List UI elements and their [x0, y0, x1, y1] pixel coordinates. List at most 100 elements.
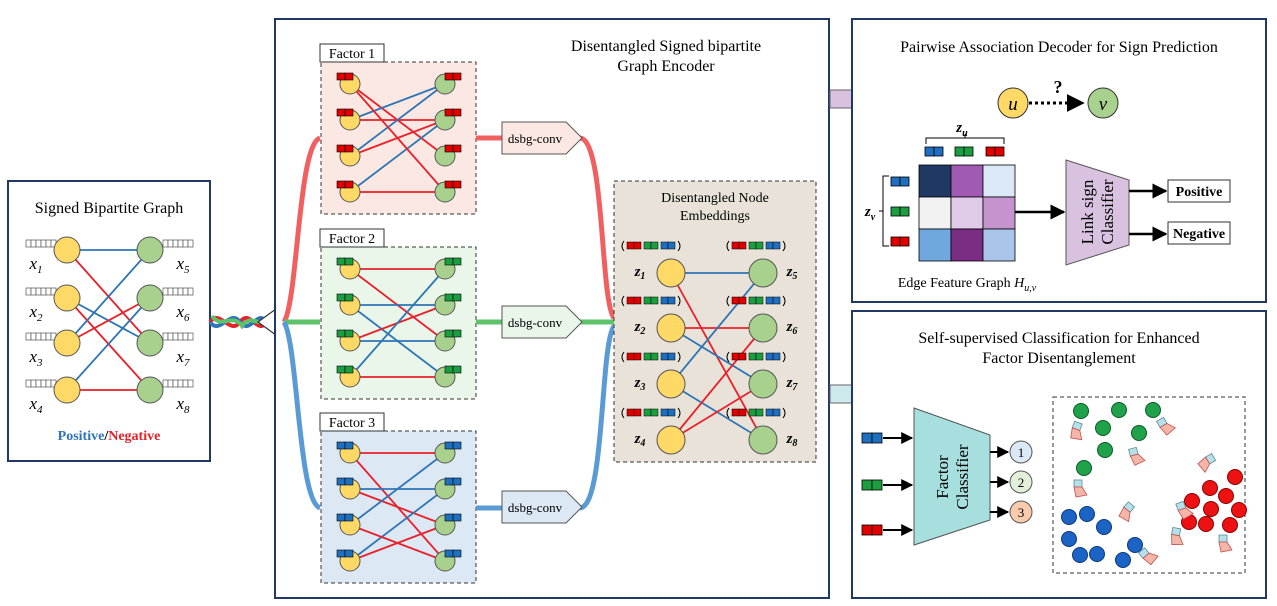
input-right-feature-cell — [172, 287, 179, 296]
node-v — [1087, 87, 1119, 119]
cluster-red-point — [1218, 488, 1234, 504]
factor-edge — [349, 83, 446, 193]
input-left-sub: 2 — [37, 312, 43, 324]
cluster-blue-point — [1061, 531, 1077, 547]
factor-right-chip — [444, 72, 454, 81]
branch-curves — [281, 135, 322, 511]
input-right-label-3: x7 — [175, 347, 190, 369]
conv-label-2: dsbg-conv — [508, 315, 563, 330]
embedding-right-label-4: z8 — [786, 431, 798, 449]
input-right-sub: 8 — [184, 404, 190, 416]
sleeve — [1218, 534, 1228, 543]
input-right-feature-cell — [162, 379, 169, 388]
cluster-green-point — [1131, 425, 1147, 441]
cluster-red-point — [1227, 469, 1243, 485]
chip-red — [738, 408, 747, 417]
hand — [1177, 507, 1194, 520]
bracket-left — [726, 240, 730, 252]
input-right-node-4 — [136, 376, 164, 404]
factor-right-chip — [444, 329, 454, 338]
bracket-right — [677, 407, 681, 419]
bracket-left — [726, 295, 730, 307]
factor-left-chip — [336, 365, 346, 374]
factor-left-chip — [344, 72, 354, 81]
input-left-letter: x — [28, 254, 37, 273]
chip-green — [748, 241, 757, 250]
conv-label-3: dsbg-conv — [508, 500, 563, 515]
input-right-letter: x — [175, 394, 184, 413]
factor-right-chip — [444, 441, 454, 450]
input-right-sub: 5 — [184, 264, 190, 276]
input-left-letter: x — [28, 302, 37, 321]
bracket-left — [621, 295, 625, 307]
emb-sub: 6 — [792, 326, 797, 337]
input-left-feature-cell — [30, 332, 37, 341]
factor-left-chip — [336, 144, 346, 153]
link-sign-classifier — [1065, 159, 1130, 266]
conv-block-3: dsbg-conv — [501, 490, 583, 524]
input-right-feature-cell — [187, 332, 194, 341]
input-right-sub: 7 — [184, 357, 190, 369]
factor-right-chip — [452, 180, 462, 189]
cluster-blue-point — [1127, 537, 1143, 553]
emb-sub: 7 — [792, 382, 798, 393]
hand — [1197, 456, 1211, 474]
input-right-feature-cell — [172, 332, 179, 341]
factor-right-chip — [452, 365, 462, 374]
embedding-edge — [670, 272, 764, 385]
chip-blue — [772, 352, 781, 361]
factor-3-label: Factor 3 — [329, 416, 375, 431]
output-positive-label: Positive — [1176, 185, 1223, 200]
bracket-left — [621, 407, 625, 419]
factor-right-chip — [452, 293, 462, 302]
input-right-letter: x — [175, 254, 184, 273]
factor-left-chip — [336, 180, 346, 189]
input-left-feature-cell — [40, 332, 47, 341]
output-negative-label: Negative — [1173, 227, 1225, 242]
chip-green — [748, 296, 757, 305]
factor-left-chip — [344, 144, 354, 153]
input-left-feature-cell — [40, 379, 47, 388]
input-left-node-2 — [53, 284, 81, 312]
factor-1-graph — [336, 72, 462, 203]
chip-blue — [765, 241, 774, 250]
factor-edge — [349, 488, 446, 526]
input-right-feature-cell — [182, 379, 189, 388]
embedding-edge — [670, 383, 764, 441]
push-hand-icon — [1175, 500, 1194, 520]
link-classifier-label: Link signClassifier — [1078, 179, 1117, 244]
push-hand-icon — [1118, 501, 1136, 523]
node-u-label: u — [1008, 94, 1018, 115]
zu-factors — [924, 146, 1005, 157]
chip-red — [633, 241, 642, 250]
input-left-feature-cell — [30, 239, 37, 248]
input-right-feature-cell — [167, 332, 174, 341]
chip-red — [731, 408, 740, 417]
embedding-right-label-2: z6 — [786, 319, 798, 337]
factor-right-chip — [444, 513, 454, 522]
embedding-edge — [670, 327, 764, 385]
input-left-sub: 4 — [37, 404, 43, 416]
emb-sub: 2 — [639, 326, 645, 337]
chip-green — [755, 241, 764, 250]
chip-red — [626, 352, 635, 361]
cluster-blue-point — [1061, 509, 1077, 525]
input-right-feature-cell — [177, 287, 184, 296]
embeddings-title-line2: Embeddings — [680, 209, 750, 224]
factor-left-chip — [336, 549, 346, 558]
input-right-feature-cell — [182, 332, 189, 341]
emb-letter: z — [786, 319, 793, 335]
factor-left-chip — [336, 108, 346, 117]
input-left-feature-cell — [30, 287, 37, 296]
input-left-node-1 — [53, 236, 81, 264]
input-left-feature-cell — [25, 239, 32, 248]
chip-blue — [765, 408, 774, 417]
input-left-feature-cell — [45, 239, 52, 248]
input-left-feature-cell — [35, 287, 42, 296]
chip-red — [738, 296, 747, 305]
cluster-blue-point — [1096, 519, 1112, 535]
chip-green — [650, 241, 659, 250]
hand — [1070, 427, 1083, 441]
input-right-node-2 — [136, 284, 164, 312]
